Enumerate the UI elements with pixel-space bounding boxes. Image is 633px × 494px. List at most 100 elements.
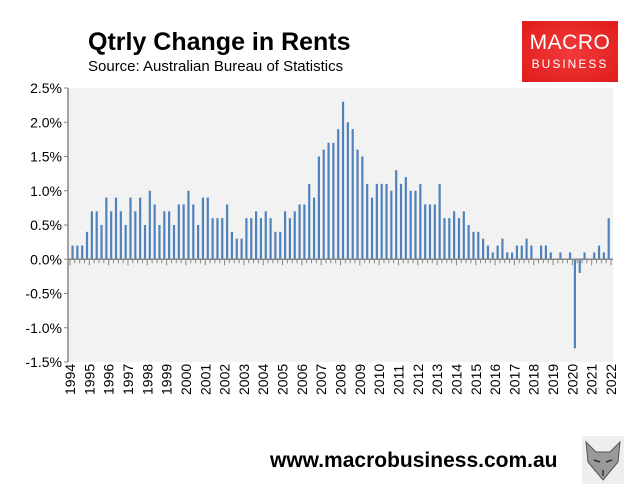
bar: [583, 252, 586, 260]
x-tick-label: 2006: [294, 364, 310, 395]
bar: [269, 218, 272, 260]
bar: [81, 245, 84, 260]
bar: [380, 183, 383, 260]
bar: [211, 218, 214, 260]
bar: [308, 183, 311, 260]
x-tick-label: 2016: [487, 364, 503, 395]
x-tick-label: 2011: [390, 365, 406, 395]
bar: [279, 231, 282, 260]
bar: [100, 225, 103, 260]
bar: [511, 252, 514, 260]
bar: [453, 211, 456, 260]
y-tick-label: 1.0%: [30, 183, 62, 199]
bar: [597, 245, 601, 260]
bar: [370, 197, 374, 260]
bar: [250, 218, 253, 260]
x-tick-label: 2010: [371, 364, 387, 395]
x-tick-label: 2008: [333, 364, 349, 395]
bar: [515, 245, 519, 260]
bar: [182, 204, 185, 260]
bar: [385, 183, 388, 260]
x-tick-label: 2022: [603, 364, 619, 395]
bar: [264, 211, 267, 260]
bar: [129, 197, 132, 260]
bar: [235, 238, 238, 260]
y-tick-label: -0.5%: [25, 286, 62, 302]
bar: [477, 231, 480, 260]
bar: [153, 204, 156, 260]
bar: [366, 183, 369, 260]
bar: [341, 101, 345, 260]
bar: [90, 211, 93, 260]
x-tick-label: 2003: [236, 364, 252, 395]
bar: [501, 238, 504, 260]
y-tick-label: -1.0%: [25, 320, 62, 336]
bar: [544, 245, 547, 260]
x-tick-label: 1995: [81, 364, 97, 395]
y-tick-label: 2.5%: [30, 80, 62, 96]
y-tick-label: 1.5%: [30, 149, 62, 165]
bar: [395, 170, 398, 260]
bar: [298, 204, 301, 260]
bar: [163, 211, 166, 260]
bar: [424, 204, 427, 260]
x-tick-label: 2013: [429, 364, 445, 395]
bar: [438, 183, 441, 260]
bar: [443, 218, 446, 260]
x-tick-label: 2005: [275, 364, 291, 395]
bar: [472, 231, 475, 260]
bar: [206, 197, 209, 260]
x-tick-label: 2009: [352, 364, 368, 395]
bar: [172, 225, 176, 260]
bar: [332, 142, 335, 260]
x-tick-label: 1997: [120, 364, 136, 395]
bar: [322, 149, 325, 260]
bar: [312, 197, 316, 260]
bar: [230, 231, 234, 260]
bar: [168, 211, 171, 260]
x-tick-label: 2007: [313, 364, 329, 395]
bar: [114, 197, 118, 260]
bar: [448, 218, 451, 260]
y-tick-label: 2.0%: [30, 114, 62, 130]
chart-title: Qtrly Change in Rents: [88, 28, 351, 56]
bar: [158, 225, 161, 260]
bar: [496, 245, 499, 260]
bar: [303, 204, 306, 260]
bar: [139, 197, 142, 260]
bar: [221, 218, 224, 260]
x-tick-label: 2015: [468, 364, 484, 395]
y-tick-label: -1.5%: [25, 354, 62, 370]
bar: [293, 211, 296, 260]
x-tick-label: 1996: [101, 364, 117, 395]
bar: [201, 197, 205, 260]
bar: [226, 204, 229, 260]
bar: [607, 218, 610, 260]
bar: [245, 218, 248, 260]
bar: [602, 252, 605, 260]
footer-url: www.macrobusiness.com.au: [270, 449, 558, 472]
bar: [428, 204, 432, 260]
chart-subtitle: Source: Australian Bureau of Statistics: [88, 58, 344, 75]
bar: [351, 129, 354, 260]
bar: [327, 142, 330, 260]
bar: [356, 149, 359, 260]
logo-line2: BUSINESS: [531, 57, 609, 71]
x-tick-label: 1994: [62, 364, 78, 395]
bar: [148, 190, 151, 260]
bar: [134, 211, 137, 260]
bar: [317, 156, 320, 260]
bar: [288, 218, 291, 260]
bar: [361, 156, 364, 260]
x-tick-label: 2017: [506, 364, 522, 395]
x-tick-label: 2004: [255, 364, 271, 395]
bar: [192, 204, 195, 260]
bar: [255, 211, 258, 260]
bar: [559, 252, 562, 260]
x-tick-label: 2002: [217, 364, 233, 395]
bar: [105, 197, 108, 260]
bar: [486, 245, 490, 260]
bar: [593, 252, 596, 260]
bar: [433, 204, 436, 260]
bar: [119, 211, 122, 260]
